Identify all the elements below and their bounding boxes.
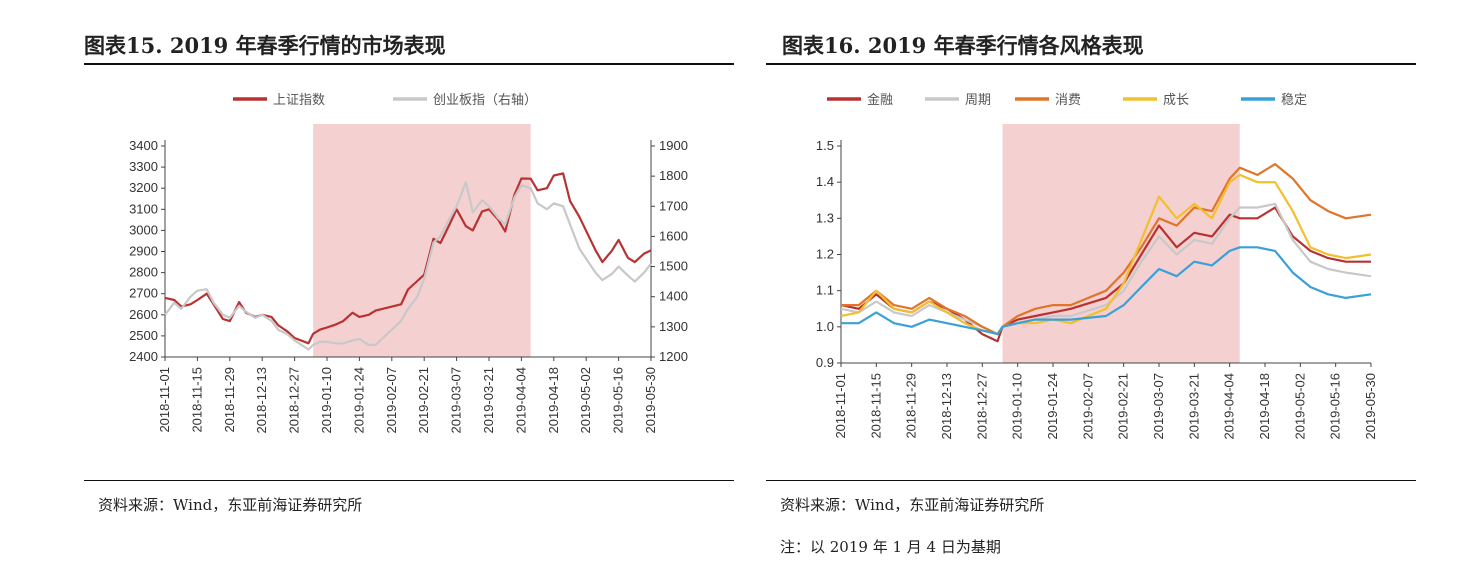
left-chart-y-tick-label-0: 2400 [129,349,158,364]
left-chart-x-tick-label-2: 2018-11-29 [222,367,237,433]
left-chart-x-tick-label-5: 2019-01-10 [319,367,334,434]
left-chart-x-tick-label-10: 2019-03-21 [481,367,496,434]
right-chart-x-tick-label-15: 2019-05-30 [1363,373,1378,440]
right-chart-legend-label-4: 稳定 [1281,92,1307,108]
right-chart-y-tick-label-4: 1.3 [816,210,834,225]
left-chart-x-tick-label-13: 2019-05-02 [578,367,593,434]
left-chart-y-tick-label-4: 2800 [129,265,158,280]
left-chart-y-right-tick-label-1: 1300 [659,319,688,334]
right-chart-y-tick-label-0: 0.9 [816,355,834,370]
right-note-text: 注：以 2019 年 1 月 4 日为基期 [780,538,1001,556]
left-chart-x-tick-label-12: 2019-04-18 [546,367,561,434]
left-chart-y-right-tick-label-6: 1800 [659,168,688,183]
right-chart-x-tick-label-1: 2018-11-15 [868,373,883,439]
left-chart-y-right-tick-label-2: 1400 [659,289,688,304]
left-chart-y-tick-label-10: 3400 [129,138,158,153]
left-chart-shaded-period [313,124,531,357]
right-source-rule [766,480,1416,481]
right-chart-y-tick-label-6: 1.5 [816,138,834,153]
right-chart-x-tick-label-8: 2019-02-21 [1116,373,1131,440]
right-chart-x-tick-label-4: 2018-12-27 [974,373,989,440]
left-title-rule [84,63,734,65]
left-chart-legend-label-0: 上证指数 [273,93,325,108]
left-chart-x-tick-label-6: 2019-01-24 [351,367,366,434]
right-chart-legend-label-2: 消费 [1055,93,1081,108]
right-chart-series-line-4 [841,246,1372,336]
right-title-rule [766,63,1416,65]
left-chart-y-tick-label-7: 3100 [129,201,158,216]
right-chart-y-tick-label-3: 1.2 [816,247,834,262]
left-figure-panel: 图表15. 2019 年春季行情的市场表现 2400 2500 2600 2700 28… [0,0,740,582]
left-chart-y-tick-label-6: 3000 [129,222,158,237]
left-chart-x-tick-label-11: 2019-04-04 [513,367,528,434]
left-chart-y-tick-label-9: 3300 [129,159,158,174]
left-source-text: 资料来源：Wind，东亚前海证券研究所 [98,496,363,514]
right-chart-x-tick-label-6: 2019-01-24 [1045,373,1060,440]
left-chart-x-tick-label-8: 2019-02-21 [416,367,431,434]
left-chart-y-tick-label-3: 2700 [129,286,158,301]
right-chart-y-tick-label-5: 1.4 [816,174,834,189]
left-chart-x-tick-label-3: 2018-12-13 [254,367,269,434]
right-figure-title: 图表16. 2019 年春季行情各风格表现 [782,33,1144,58]
left-chart-y-tick-label-2: 2600 [129,307,158,322]
right-figure-panel: 图表16. 2019 年春季行情各风格表现 0.9 1.0 1.1 1.2 1.3 1.4… [740,0,1482,582]
right-chart-x-tick-label-13: 2019-05-02 [1292,373,1307,440]
right-chart-y-tick-label-2: 1.1 [816,283,834,298]
right-chart-legend-label-3: 成长 [1163,93,1189,108]
left-chart-x-tick-label-0: 2018-11-01 [157,367,172,433]
left-source-rule [84,480,734,481]
right-chart-x-tick-label-3: 2018-12-13 [939,373,954,440]
right-chart-legend-label-1: 周期 [965,93,991,108]
left-chart-x-tick-label-4: 2018-12-27 [287,367,302,434]
right-chart-x-tick-label-0: 2018-11-01 [833,373,848,439]
right-chart-x-tick-label-7: 2019-02-07 [1080,373,1095,440]
left-figure-title: 图表15. 2019 年春季行情的市场表现 [84,33,446,58]
left-chart-y-right-tick-label-3: 1500 [659,259,688,274]
left-chart-y-tick-label-1: 2500 [129,328,158,343]
right-chart-x-tick-label-2: 2018-11-29 [904,373,919,439]
right-chart-x-tick-label-9: 2019-03-07 [1151,373,1166,440]
left-chart: 2400 2500 2600 2700 2800 2900 3000 3100 3200 3300… [129,93,688,434]
right-chart-x-tick-label-10: 2019-03-21 [1186,373,1201,440]
left-chart-x-tick-label-1: 2018-11-15 [189,367,204,433]
right-chart-y-tick-label-1: 1.0 [816,319,834,334]
left-chart-y-right-tick-label-4: 1600 [659,228,688,243]
left-chart-x-tick-label-14: 2019-05-16 [611,367,626,434]
left-chart-series-line-1 [164,181,652,351]
left-chart-y-tick-label-8: 3200 [129,180,158,195]
right-chart: 0.9 1.0 1.1 1.2 1.3 1.4 1.5 2018-11-01 2018-11-1… [816,92,1378,440]
right-chart-legend-label-0: 金融 [867,92,893,108]
right-chart-series-line-1 [840,202,1372,336]
left-chart-y-tick-label-5: 2900 [129,244,158,259]
left-chart-y-right-tick-label-7: 1900 [659,138,688,153]
right-chart-x-tick-label-11: 2019-04-04 [1222,373,1237,440]
left-chart-x-tick-label-7: 2019-02-07 [384,367,399,434]
right-source-text: 资料来源：Wind，东亚前海证券研究所 [780,496,1045,514]
right-chart-x-tick-label-12: 2019-04-18 [1257,373,1272,440]
left-chart-legend-label-1: 创业板指（右轴） [433,93,537,108]
left-chart-y-right-tick-label-0: 1200 [659,349,688,364]
right-chart-shaded-period [1002,124,1240,363]
left-chart-y-right-tick-label-5: 1700 [659,198,688,213]
right-chart-series-line-3 [840,173,1372,336]
right-chart-series-line-2 [841,163,1372,336]
right-chart-x-tick-label-14: 2019-05-16 [1328,373,1343,440]
left-chart-x-tick-label-15: 2019-05-30 [643,367,658,434]
left-chart-x-tick-label-9: 2019-03-07 [449,367,464,434]
right-chart-x-tick-label-5: 2019-01-10 [1010,373,1025,440]
